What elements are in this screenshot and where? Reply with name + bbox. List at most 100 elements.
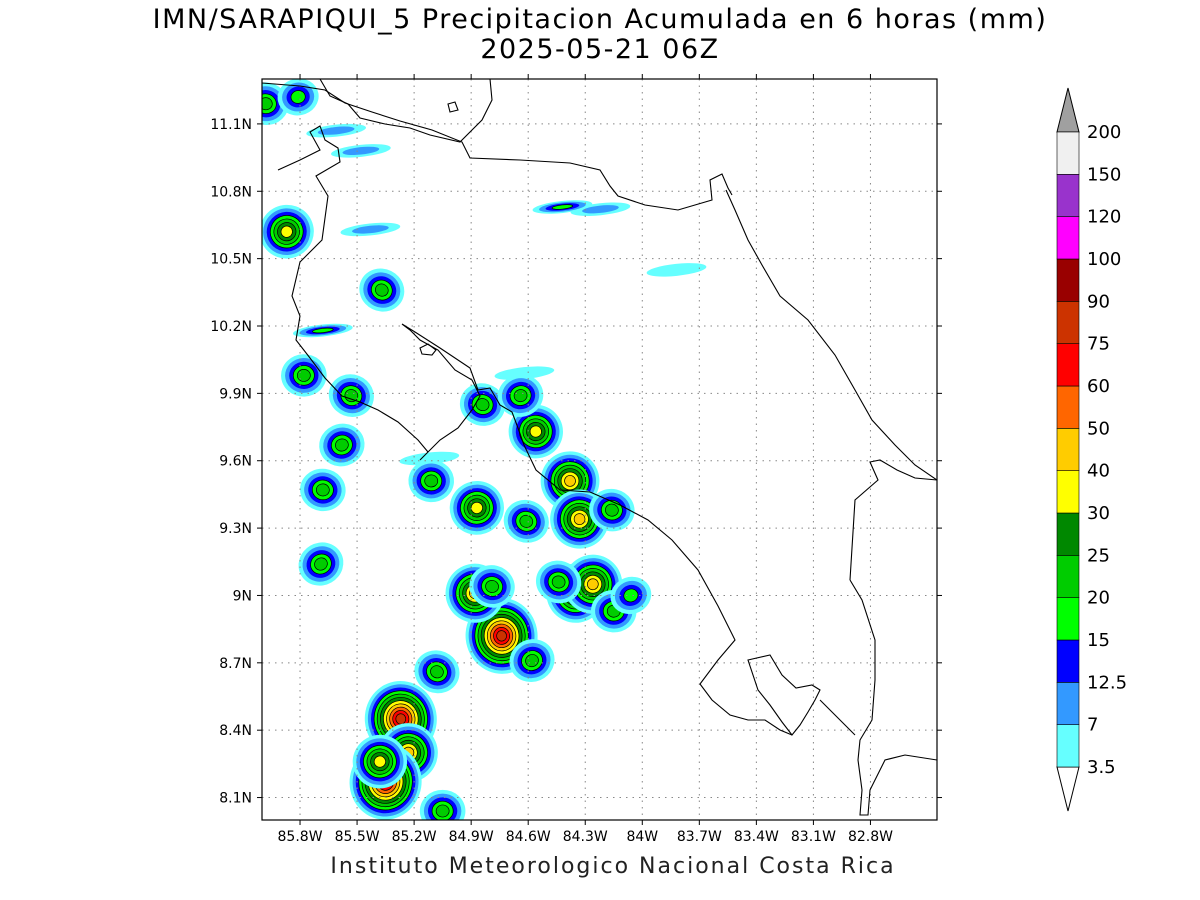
precip-contour-level [296,368,311,382]
precip-contour-level [280,225,293,238]
legend-level-label: 3.5 [1087,757,1116,778]
lon-tick-label: 85.2W [392,829,437,845]
lon-tick-label: 84.6W [506,829,551,845]
precip-contour-level [314,557,328,571]
precip-band [494,366,555,380]
legend-level-label: 90 [1087,291,1110,312]
lat-tick-label: 8.1N [219,791,252,807]
precip-contour-level [342,146,380,156]
precip-band [399,451,460,466]
lon-tick-label: 84W [626,829,658,845]
footer-credit: Instituto Meteorologico Nacional Costa R… [0,854,1200,879]
lake-nicaragua-shore [319,79,493,143]
precip-contour-level [424,474,439,488]
precip-cell [610,576,652,615]
legend-level-label: 100 [1087,249,1121,270]
precip-contour-level [290,90,306,104]
precip-contour-level [494,366,555,380]
precip-contour-level [485,580,499,593]
legend-color-swatch [1056,555,1080,598]
precip-contour-level [399,451,460,466]
lat-tick-label: 9.9N [219,386,252,402]
panama-pacific [849,579,937,816]
lon-tick-label: 82.8W [848,829,893,845]
precip-cell [535,560,582,604]
precip-contour-level [525,654,539,668]
precip-contour-level [582,205,619,214]
precip-contour-level [352,225,389,234]
precip-cell [328,374,374,418]
precip-cell [497,374,544,417]
legend-color-swatch [1056,639,1080,683]
lat-tick-label: 10.2N [210,319,252,335]
precip-cell [408,459,455,503]
legend-level-label: 150 [1087,164,1121,185]
legend-level-label: 7 [1087,715,1098,736]
precip-contour-level [430,665,444,679]
precip-contour-level [587,578,599,591]
legend-level-label: 120 [1087,207,1121,228]
precip-cell [589,488,635,532]
precip-band [646,263,707,277]
legend-level-label: 12.5 [1087,672,1127,693]
precip-contour-level [373,755,386,768]
legend-color-swatch [1056,682,1080,725]
precip-cell [262,82,289,125]
lat-lon-grid [262,79,937,820]
legend-color-swatch [1056,301,1080,344]
legend-color-swatch [1056,470,1080,514]
lat-tick-label: 9.3N [219,521,252,537]
precip-contour-level [564,475,576,487]
precip-cell [352,734,408,789]
lat-tick-label: 9N [233,588,252,604]
precip-band [331,144,391,158]
burica-peninsula [819,699,856,736]
lat-tick-label: 8.4N [219,723,252,739]
legend-color-swatch [1056,512,1080,556]
precip-band [532,200,593,214]
precip-contour-level [315,483,330,497]
island-small [447,101,459,113]
lat-tick-label: 9.6N [219,454,252,470]
precip-cell [414,650,460,694]
legend-min-arrow [1056,766,1080,812]
precip-cell [300,468,346,512]
precip-contour-level [312,327,334,334]
lon-tick-label: 83.7W [677,829,722,845]
precip-band [340,222,401,237]
precip-contour-level [573,513,586,525]
precip-cell [469,565,515,608]
lon-tick-label: 83.1W [791,829,836,845]
precip-contour-level [529,425,542,438]
legend-color-swatch [1056,385,1080,429]
pacific-coast-guanacaste [277,125,793,736]
lat-tick-label: 11.1N [210,117,252,133]
nicaragua-costa-rica-coast-north [262,82,733,211]
legend-color-swatch [1056,428,1080,471]
precip-contour-level [335,438,349,452]
legend-level-label: 20 [1087,588,1110,609]
lat-tick-label: 10.5N [210,252,252,268]
lon-tick-label: 85.5W [335,829,380,845]
legend-level-label: 60 [1087,376,1110,397]
legend-max-arrow [1056,87,1080,133]
legend-level-label: 50 [1087,418,1110,439]
axes: 85.8W 85.5W 85.2W 84.9W 84.6W 84.3W 84W 83.7W 83… [210,74,942,845]
peninsula-osa [747,654,821,736]
precip-contour-level [496,630,507,642]
precip-contour-level [605,503,619,517]
precipitation-field [262,79,707,820]
precip-cell [359,268,405,312]
coastlines-and-borders [262,79,937,816]
colorbar-legend: 3.5 7 12.5 15 20 25 30 40 50 60 75 90 100 120 150 200 [1056,87,1127,812]
legend-color-swatch [1056,343,1080,387]
precip-contour-level [375,283,389,297]
precip-contour-level [551,575,566,589]
legend-level-label: 15 [1087,630,1110,651]
lon-tick-label: 85.8W [278,829,323,845]
precip-cell [298,542,344,586]
legend-color-swatch [1056,597,1080,641]
legend-color-swatch [1056,216,1080,260]
lat-tick-label: 10.8N [210,184,252,200]
